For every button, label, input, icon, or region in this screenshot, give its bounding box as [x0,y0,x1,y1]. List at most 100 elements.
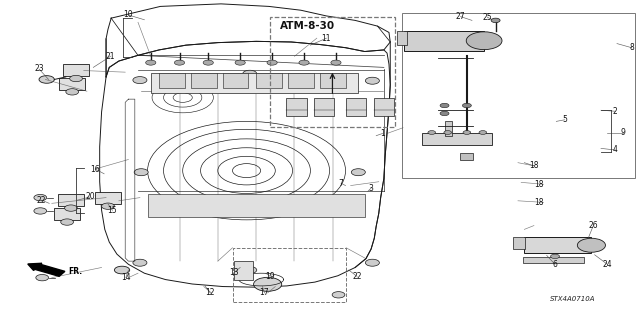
Circle shape [440,103,449,108]
FancyArrow shape [28,263,65,276]
Circle shape [235,60,245,65]
Text: 8: 8 [629,43,634,52]
Circle shape [479,130,486,134]
Text: 5: 5 [562,115,567,124]
Circle shape [550,254,559,259]
Text: 20: 20 [85,192,95,202]
Text: 2: 2 [612,107,618,116]
Text: 14: 14 [121,273,131,282]
Circle shape [351,169,365,176]
Text: 3: 3 [369,184,374,193]
Bar [191,73,216,88]
Bar [232,248,346,302]
Circle shape [365,77,380,84]
Bar [445,122,452,136]
Text: 10: 10 [124,11,133,19]
Text: 4: 4 [612,145,618,154]
Circle shape [174,60,184,65]
Bar [402,13,635,178]
Bar [151,73,358,93]
Circle shape [467,32,502,50]
Text: 19: 19 [266,272,275,281]
Bar [397,31,407,45]
Circle shape [440,111,449,116]
Circle shape [146,60,156,65]
Text: 18: 18 [529,161,539,170]
Text: 17: 17 [260,288,269,297]
Circle shape [243,70,257,77]
Text: 26: 26 [589,221,598,230]
Circle shape [65,205,77,211]
Circle shape [203,60,213,65]
Bar [159,73,184,88]
Bar [63,64,89,76]
Text: 15: 15 [108,206,117,215]
Bar [314,98,334,116]
Circle shape [66,89,79,95]
Bar [524,237,591,253]
Circle shape [444,130,452,134]
Circle shape [491,18,500,23]
Circle shape [577,238,605,252]
Text: 18: 18 [534,180,544,189]
Bar [148,195,365,217]
Bar [270,17,395,127]
Circle shape [332,292,345,298]
Circle shape [463,103,471,108]
Circle shape [428,130,436,134]
Circle shape [34,195,47,201]
Circle shape [115,266,130,274]
Text: 18: 18 [534,198,544,207]
Circle shape [299,60,309,65]
Circle shape [61,219,74,225]
Text: 13: 13 [230,268,239,277]
Text: 22: 22 [37,196,46,205]
Circle shape [365,259,380,266]
Circle shape [243,267,257,273]
Bar [256,73,282,88]
Text: 6: 6 [552,260,557,269]
Bar [320,73,346,88]
Text: ATM-8-30: ATM-8-30 [280,21,335,31]
Text: STX4A0710A: STX4A0710A [550,296,595,301]
Bar [54,208,80,220]
Text: 1: 1 [380,129,385,138]
Bar [223,73,248,88]
Circle shape [36,274,49,281]
Circle shape [133,77,147,84]
Circle shape [463,130,470,134]
Text: 25: 25 [483,13,492,22]
Text: 27: 27 [456,12,465,21]
Circle shape [253,277,282,291]
Bar [60,78,85,90]
Text: 9: 9 [621,128,626,137]
Circle shape [70,75,83,82]
Bar [95,192,121,204]
Text: 7: 7 [339,179,344,188]
Bar [234,261,253,279]
Bar [404,31,484,50]
Circle shape [133,259,147,266]
Text: 22: 22 [352,272,362,281]
Text: 16: 16 [90,165,100,174]
Text: 23: 23 [34,64,44,73]
Text: FR.: FR. [68,267,83,276]
Bar [346,98,366,116]
Bar [513,237,525,249]
Circle shape [267,60,277,65]
Circle shape [331,60,341,65]
Circle shape [39,76,54,83]
Bar [523,257,584,263]
Text: 12: 12 [205,288,215,297]
Circle shape [102,203,115,209]
Circle shape [134,169,148,176]
Bar [58,194,84,206]
Text: 24: 24 [603,260,612,269]
Bar [461,153,473,160]
Text: 11: 11 [322,34,331,43]
Text: 21: 21 [106,52,115,61]
Bar [374,98,394,116]
Bar [422,132,492,145]
Bar [288,73,314,88]
Circle shape [34,208,47,214]
